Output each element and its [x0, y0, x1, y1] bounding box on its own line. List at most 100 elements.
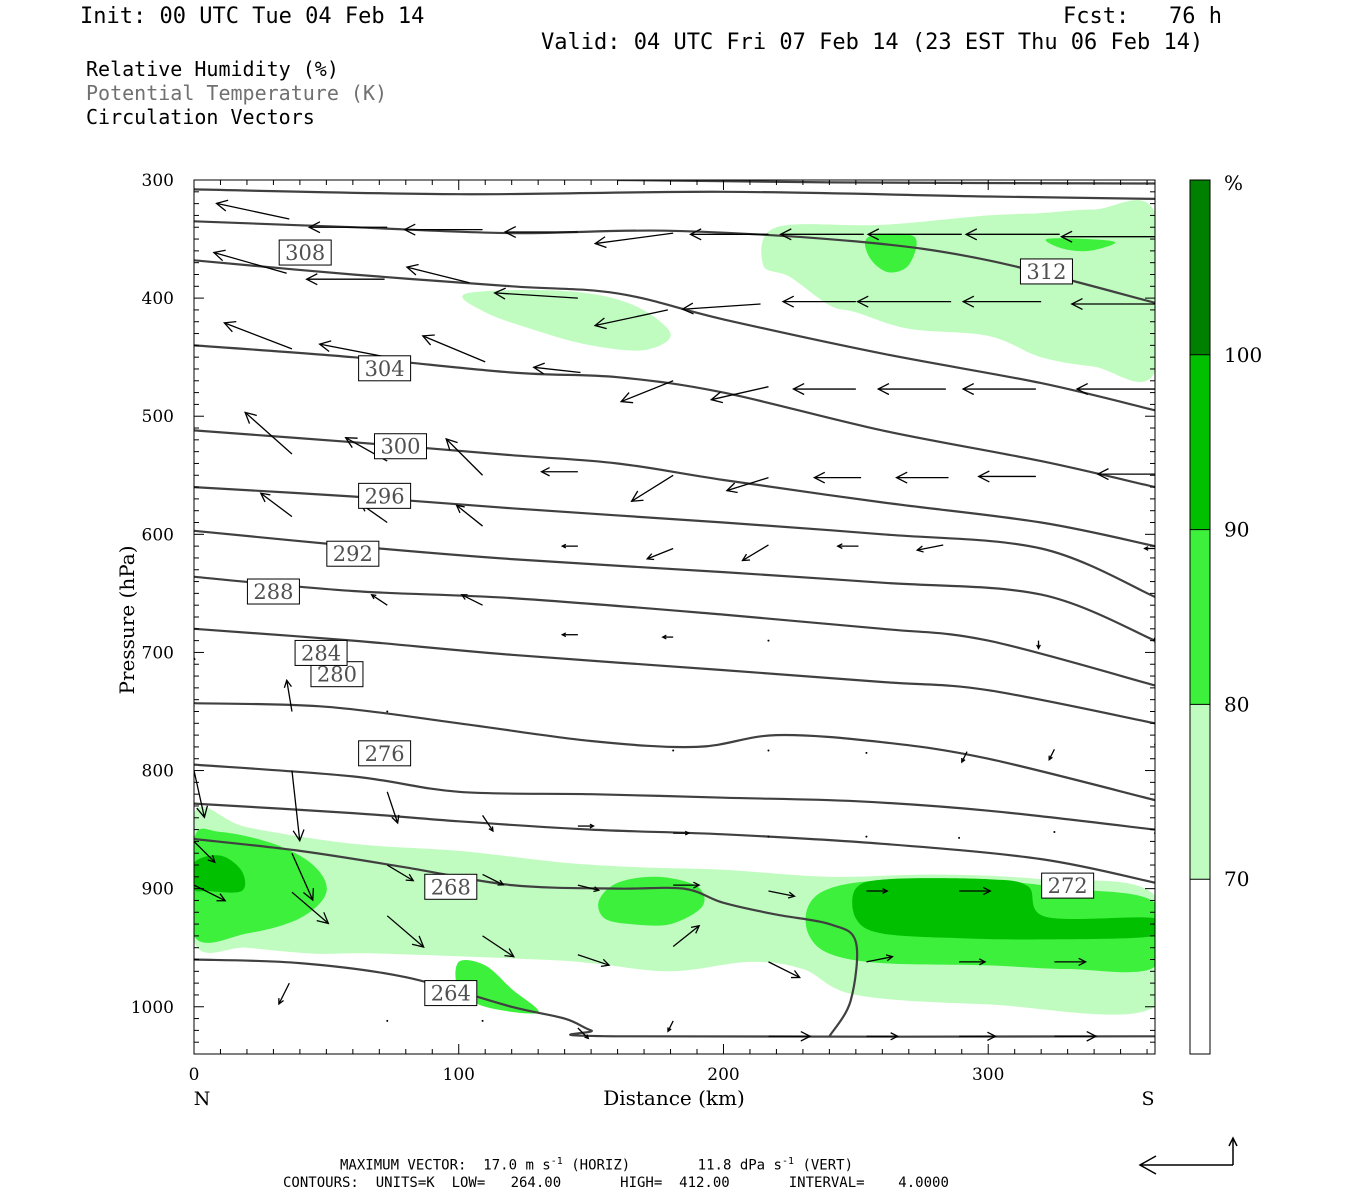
horiz-value: 17.0 m s	[483, 1157, 551, 1174]
vector-91	[672, 924, 701, 948]
y-tick-label: 300	[142, 171, 174, 191]
vector-89	[482, 935, 515, 958]
vector-12	[405, 263, 470, 284]
vector-83	[866, 888, 889, 894]
vector-16	[781, 295, 856, 308]
vector-28	[961, 383, 1036, 396]
vector-24	[619, 380, 674, 404]
vector-69	[577, 823, 595, 829]
theta-label-304: 304	[358, 355, 412, 382]
vector-27	[876, 383, 946, 396]
vert-value: 11.8 dPa s	[697, 1157, 782, 1174]
horiz-exponent: -1	[550, 1156, 563, 1167]
vector-62	[961, 751, 968, 764]
theta-contour-320	[617, 180, 1155, 185]
rh-region-70-0	[761, 200, 1155, 383]
y-tick-label: 600	[142, 525, 174, 545]
theta-label-288: 288	[246, 578, 300, 605]
vector-57	[283, 678, 293, 712]
vector-94	[959, 958, 987, 966]
axis-labels: Distance (km) Pressure (hPa) N S	[115, 546, 1155, 1110]
vector-0	[215, 199, 290, 220]
theta-label-text: 300	[380, 435, 420, 459]
theta-label-308: 308	[278, 239, 332, 266]
colorbar-band-1	[1190, 704, 1210, 880]
vector-8	[964, 228, 1060, 241]
horiz-unit: (HORIZ)	[571, 1157, 631, 1174]
max-vector-label: MAXIMUM VECTOR:	[340, 1157, 467, 1174]
vector-60	[767, 749, 770, 752]
rh-region-70-1	[462, 290, 671, 351]
theta-label-text: 312	[1026, 260, 1066, 284]
vector-98	[386, 1019, 389, 1022]
theta-contour-288	[194, 575, 1155, 687]
vector-59	[672, 749, 675, 752]
south-label: S	[1141, 1088, 1154, 1110]
vector-51	[560, 632, 578, 638]
rh-shading	[194, 200, 1155, 1015]
theta-contour-284	[194, 627, 1155, 725]
vector-50	[460, 594, 483, 606]
vector-63	[1048, 748, 1055, 761]
vector-18	[961, 295, 1042, 308]
vector-72	[865, 835, 868, 838]
vector-86	[194, 884, 227, 902]
vector-66	[291, 770, 305, 843]
vector-37	[895, 471, 949, 484]
vector-3	[503, 225, 578, 238]
vector-45	[741, 544, 769, 562]
theta-contour-308	[194, 259, 1155, 412]
colorbar-band-2	[1190, 529, 1210, 705]
vector-99	[481, 1019, 484, 1022]
vector-100	[577, 1027, 590, 1040]
theta-label-300: 300	[373, 433, 427, 460]
vector-70	[673, 830, 691, 836]
y-tick-label: 800	[142, 762, 174, 782]
x-tick-label: 0	[189, 1065, 200, 1085]
vector-2	[403, 223, 483, 236]
rh-colorbar: 70 80 90 100%	[1189, 171, 1262, 1055]
theta-label-text: 284	[301, 641, 341, 665]
vector-42	[455, 504, 483, 527]
vector-15	[681, 302, 761, 315]
vector-68	[482, 815, 494, 833]
theta-label-text: 280	[317, 663, 357, 687]
contours-info: CONTOURS: UNITS=K LOW= 264.00 HIGH= 412.…	[283, 1175, 949, 1191]
vector-29	[1075, 383, 1155, 396]
theta-contour-280	[194, 702, 1155, 802]
vector-61	[865, 751, 868, 754]
vector-20	[223, 321, 293, 350]
vector-79	[482, 873, 505, 886]
reference-vector-icon	[1138, 1136, 1238, 1175]
theta-label-text: 296	[365, 484, 405, 508]
circulation-vectors	[194, 199, 1155, 1042]
vector-97	[278, 982, 290, 1006]
rh-region-80-7	[1045, 238, 1116, 252]
vert-unit: (VERT)	[802, 1157, 854, 1174]
colorbar-unit: %	[1224, 171, 1243, 195]
vector-48	[1143, 546, 1155, 551]
vector-35	[725, 477, 769, 494]
vector-52	[661, 634, 674, 640]
vector-5	[689, 228, 769, 241]
vector-36	[812, 471, 862, 484]
vector-53	[767, 639, 770, 642]
vector-7	[866, 228, 962, 241]
theta-label-text: 292	[333, 542, 373, 566]
legend-theta: Potential Temperature (K)	[86, 81, 388, 105]
theta-label-text: 264	[431, 982, 471, 1006]
vector-44	[645, 547, 674, 561]
vector-90	[577, 954, 611, 968]
theta-label-284: 284	[294, 639, 348, 666]
theta-label-292: 292	[326, 540, 380, 567]
theta-contour-276	[194, 763, 1155, 831]
legend-vectors: Circulation Vectors	[86, 105, 315, 129]
y-tick-label: 900	[142, 880, 174, 900]
vector-81	[673, 881, 701, 889]
rh-region-90-9	[194, 855, 246, 893]
vector-30	[244, 411, 293, 455]
y-tick-label: 400	[142, 289, 174, 309]
theta-label-312: 312	[1019, 258, 1073, 285]
vector-4	[593, 232, 674, 249]
